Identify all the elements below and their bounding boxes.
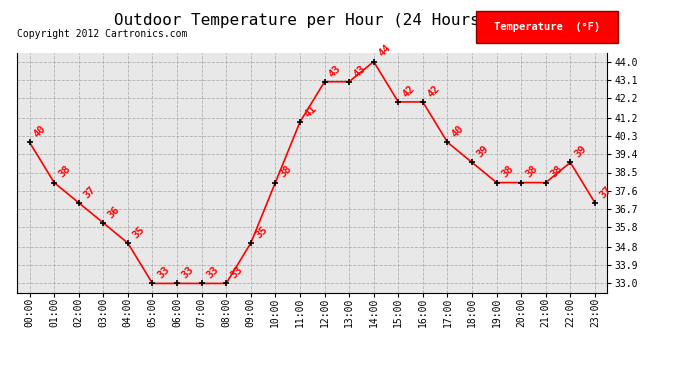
Text: 38: 38 bbox=[524, 164, 540, 180]
Text: 33: 33 bbox=[180, 265, 196, 280]
Text: Copyright 2012 Cartronics.com: Copyright 2012 Cartronics.com bbox=[17, 29, 188, 39]
Text: 42: 42 bbox=[401, 83, 417, 99]
Text: 38: 38 bbox=[549, 164, 564, 180]
Text: 36: 36 bbox=[106, 204, 122, 220]
Text: Temperature  (°F): Temperature (°F) bbox=[494, 22, 600, 32]
Text: 38: 38 bbox=[500, 164, 515, 180]
Text: Outdoor Temperature per Hour (24 Hours) 20121102: Outdoor Temperature per Hour (24 Hours) … bbox=[114, 13, 576, 28]
Text: 39: 39 bbox=[475, 144, 491, 160]
Text: 38: 38 bbox=[57, 164, 73, 180]
Text: 39: 39 bbox=[573, 144, 589, 160]
Text: 43: 43 bbox=[327, 63, 343, 79]
Text: 37: 37 bbox=[81, 184, 97, 200]
Text: 33: 33 bbox=[155, 265, 171, 280]
Text: 40: 40 bbox=[450, 123, 466, 140]
Text: 41: 41 bbox=[303, 104, 319, 119]
Text: 40: 40 bbox=[32, 123, 48, 140]
Text: 38: 38 bbox=[278, 164, 294, 180]
Text: 35: 35 bbox=[253, 224, 270, 240]
Text: 33: 33 bbox=[204, 265, 220, 280]
Text: 35: 35 bbox=[130, 224, 146, 240]
Text: 44: 44 bbox=[377, 43, 393, 59]
Text: 37: 37 bbox=[598, 184, 613, 200]
Text: 43: 43 bbox=[352, 63, 368, 79]
Text: 42: 42 bbox=[426, 83, 442, 99]
Text: 33: 33 bbox=[229, 265, 245, 280]
